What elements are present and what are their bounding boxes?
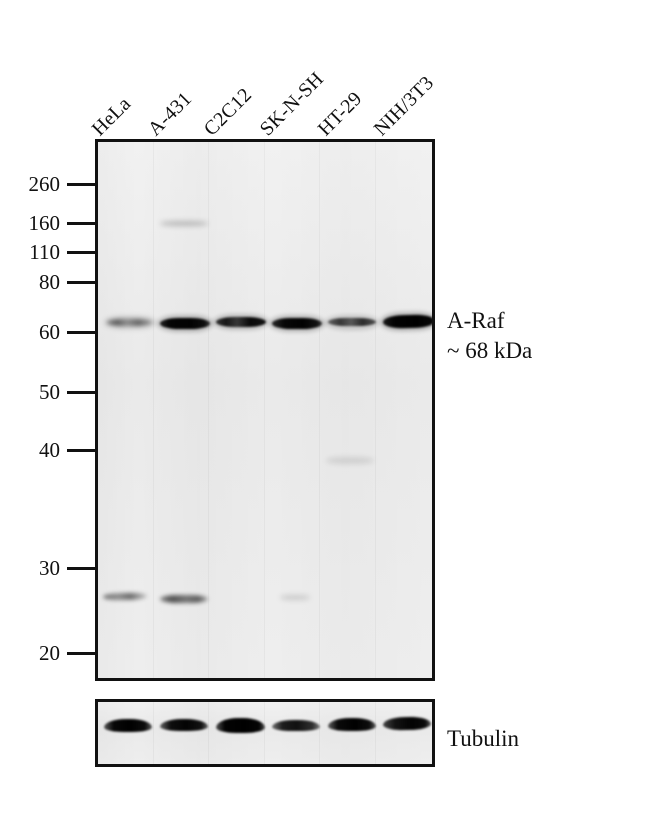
lane-seam xyxy=(264,702,265,764)
lane-seam xyxy=(375,142,376,678)
mw-marker-50-tick xyxy=(67,390,95,394)
mw-marker-50: 50 xyxy=(10,379,95,404)
mw-marker-260-tick xyxy=(67,182,95,186)
band-a-raf-hela xyxy=(107,319,152,326)
lane-seam xyxy=(153,142,154,678)
mw-marker-60: 60 xyxy=(10,319,95,344)
band-a-raf-sknsh-halo xyxy=(269,315,325,332)
band-tubulin-c2c12 xyxy=(216,718,265,733)
mw-marker-40: 40 xyxy=(10,437,95,462)
mw-marker-20-label: 20 xyxy=(39,640,60,665)
band-a-raf-nih3t3-halo xyxy=(379,311,432,332)
lane-seam xyxy=(153,702,154,764)
mw-marker-80: 80 xyxy=(10,269,95,294)
mw-marker-60-label: 60 xyxy=(39,319,60,344)
blot-panel-tubulin-background xyxy=(98,702,432,764)
lane-label-5: HT-29 xyxy=(313,87,367,141)
band-a-raf-c2c12-halo xyxy=(213,314,269,330)
mw-marker-110-label: 110 xyxy=(29,239,60,264)
band-a-raf-ht29 xyxy=(328,318,376,326)
annotation-target-mw: ~ 68 kDa xyxy=(447,338,533,363)
band-a-raf-hela-halo xyxy=(104,316,156,329)
minor-band-a431-26kda xyxy=(160,595,208,603)
lane-seam xyxy=(264,142,265,678)
mw-marker-110-tick xyxy=(67,250,95,254)
lane-seam xyxy=(375,702,376,764)
annotation-loading-control: Tubulin xyxy=(447,726,520,751)
mw-marker-20-tick xyxy=(67,651,95,655)
band-a-raf-sknsh xyxy=(272,318,322,329)
band-tubulin-a431 xyxy=(160,719,208,731)
band-a-raf-c2c12 xyxy=(216,317,266,327)
lane-label-6: NIH/3T3 xyxy=(369,71,439,141)
mw-marker-50-label: 50 xyxy=(39,379,60,404)
band-tubulin-sknsh xyxy=(272,720,320,731)
minor-band-a431-160kda xyxy=(160,221,208,226)
band-a-raf-a431 xyxy=(160,318,210,329)
mw-marker-80-tick xyxy=(67,280,95,284)
lane-seam xyxy=(319,142,320,678)
lane-seam xyxy=(208,702,209,764)
lane-label-4: SK-N-SH xyxy=(255,67,329,141)
band-tubulin-ht29 xyxy=(328,718,376,731)
lane-label-1: HeLa xyxy=(87,92,136,141)
mw-marker-40-label: 40 xyxy=(39,437,60,462)
mw-marker-260-label: 260 xyxy=(28,171,61,196)
blot-panel-tubulin xyxy=(95,699,435,767)
lane-label-3: C2C12 xyxy=(199,83,257,141)
mw-marker-40-tick xyxy=(67,448,95,452)
mw-marker-30: 30 xyxy=(10,555,95,580)
mw-marker-260: 260 xyxy=(10,171,95,196)
lane-seam xyxy=(208,142,209,678)
annotation-target-name: A-Raf xyxy=(447,308,505,333)
mw-marker-160-label: 160 xyxy=(28,210,61,235)
mw-marker-30-tick xyxy=(67,566,95,570)
band-a-raf-a431-halo xyxy=(157,315,213,332)
mw-marker-110: 110 xyxy=(10,239,95,264)
mw-marker-30-label: 30 xyxy=(39,555,60,580)
blot-panel-a-raf xyxy=(95,139,435,681)
blot-panel-a-raf-background xyxy=(98,142,432,678)
mw-marker-160: 160 xyxy=(10,210,95,235)
band-tubulin-hela xyxy=(104,719,152,732)
mw-marker-160-tick xyxy=(67,221,95,225)
mw-marker-60-tick xyxy=(67,330,95,334)
mw-marker-20: 20 xyxy=(10,640,95,665)
band-a-raf-ht29-halo xyxy=(325,315,379,330)
lane-label-2: A-431 xyxy=(143,87,197,141)
minor-band-sknsh-26kda xyxy=(280,595,310,600)
minor-band-ht29-41kda xyxy=(326,457,374,464)
lane-seam xyxy=(319,702,320,764)
mw-marker-80-label: 80 xyxy=(39,269,60,294)
